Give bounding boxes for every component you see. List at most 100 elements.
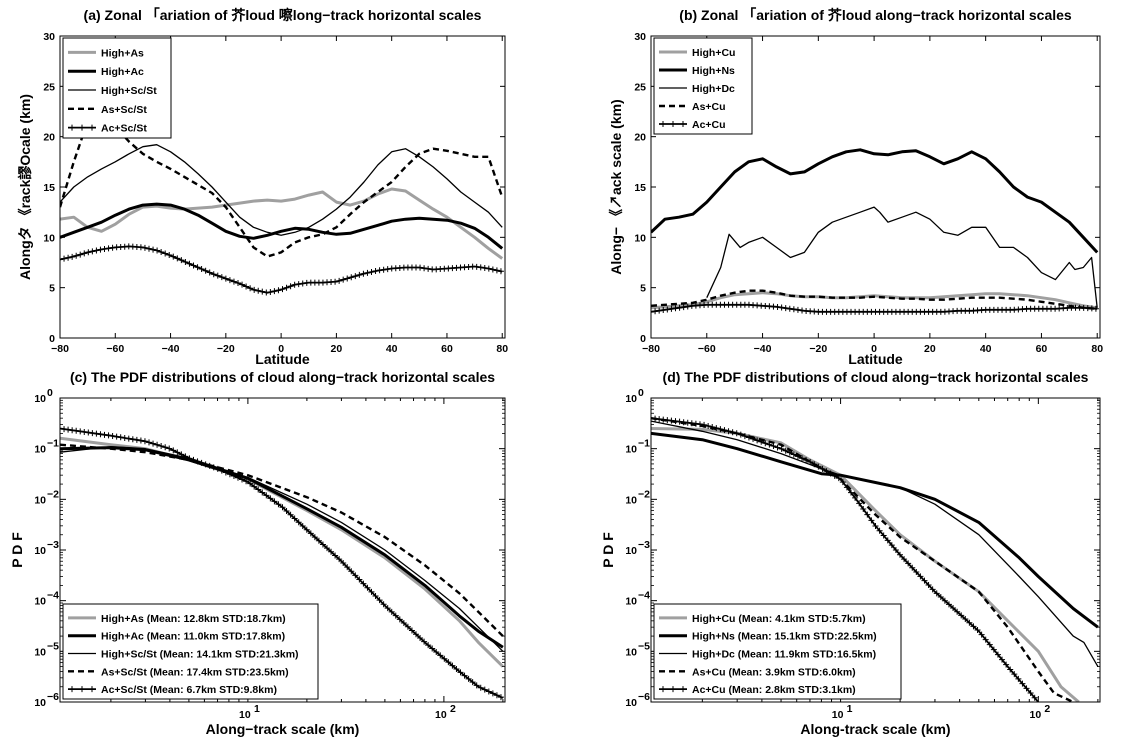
- series-marker: [758, 438, 765, 445]
- series-marker: [101, 245, 108, 252]
- y-tick-label: 10: [634, 232, 646, 244]
- series-marker: [811, 461, 818, 468]
- y-tick-label: 10: [625, 697, 637, 709]
- series-marker: [271, 498, 278, 505]
- series-marker: [129, 436, 136, 443]
- series-marker: [843, 484, 850, 491]
- series-marker: [477, 264, 484, 271]
- series-marker: [364, 584, 371, 591]
- legend-marker: [79, 124, 85, 131]
- series-marker: [307, 530, 314, 537]
- series-marker: [819, 465, 826, 472]
- series-marker: [174, 449, 181, 456]
- series-marker: [709, 424, 716, 431]
- y-tick-label: 10: [34, 646, 46, 658]
- series-marker: [831, 472, 838, 479]
- series-marker: [688, 420, 695, 427]
- series-marker: [299, 280, 306, 287]
- legend-label: High+As (Mean: 12.8km STD:18.7km): [101, 613, 286, 625]
- series-line-3: [60, 443, 504, 637]
- legend-label: High+Ac (Mean: 11.0km STD:17.8km): [101, 631, 285, 643]
- series-marker: [485, 265, 492, 272]
- series-marker: [101, 431, 108, 438]
- series-marker: [1023, 685, 1030, 692]
- series-marker: [672, 305, 679, 312]
- series-marker: [966, 619, 973, 626]
- series-marker: [170, 253, 177, 260]
- series-marker: [332, 552, 339, 559]
- series-marker: [396, 616, 403, 623]
- series-marker: [884, 537, 891, 544]
- series-marker: [283, 508, 290, 515]
- series-marker: [380, 266, 387, 273]
- y-tick-exponent: −3: [638, 539, 650, 551]
- series-marker: [319, 541, 326, 548]
- series-marker: [950, 605, 957, 612]
- series-marker: [360, 580, 367, 587]
- series-marker: [1011, 671, 1018, 678]
- legend-label: High+Ns: [692, 65, 735, 77]
- series-marker: [190, 262, 197, 269]
- series-marker: [705, 422, 712, 429]
- series-marker: [958, 612, 965, 619]
- legend-box: [62, 37, 172, 139]
- legend-label: High+Ac: [101, 66, 144, 78]
- y-axis-label: P D F: [600, 532, 616, 568]
- series-marker: [109, 433, 116, 440]
- series-marker: [210, 271, 217, 278]
- series-marker: [1027, 690, 1034, 697]
- series-marker: [978, 631, 985, 638]
- series-marker: [656, 416, 663, 423]
- series-marker: [85, 429, 92, 436]
- series-marker: [368, 588, 375, 595]
- y-tick-label: 10: [34, 494, 46, 506]
- series-marker: [291, 515, 298, 522]
- legend-marker: [69, 124, 75, 131]
- series-marker: [324, 545, 330, 552]
- legend-label: Ac+Cu: [692, 119, 726, 131]
- series-marker: [89, 248, 96, 255]
- series-marker: [404, 623, 411, 630]
- series-marker: [226, 277, 233, 284]
- series-marker: [186, 455, 193, 462]
- y-tick-exponent: −6: [638, 691, 650, 703]
- series-marker: [933, 590, 940, 597]
- series-marker: [271, 288, 278, 295]
- series-marker: [117, 434, 124, 441]
- y-tick-exponent: −2: [47, 488, 59, 500]
- series-marker: [860, 506, 867, 513]
- series-marker: [222, 275, 229, 282]
- series-marker: [1007, 666, 1014, 673]
- series-marker: [340, 560, 347, 567]
- panel-d-pdf: (d) The PDF distributions of cloud along…: [600, 369, 1101, 737]
- series-marker: [815, 463, 822, 470]
- series-marker: [778, 445, 785, 452]
- series-marker: [247, 480, 254, 487]
- y-tick-label: 10: [625, 596, 637, 608]
- series-marker: [696, 421, 703, 428]
- series-marker: [230, 278, 237, 285]
- y-tick-label: 10: [625, 545, 637, 557]
- series-marker: [794, 453, 801, 460]
- legend-label: High+Dc: [692, 83, 735, 95]
- series-marker: [235, 474, 241, 481]
- x-axis-label: Latitude: [255, 351, 310, 367]
- series-marker: [970, 623, 977, 630]
- panel-b-zonal-variation: (b) Zonal 「ariation of 芥loud along−track…: [608, 7, 1103, 367]
- series-marker: [445, 659, 452, 666]
- x-tick-label: −60: [698, 343, 716, 355]
- series-marker: [994, 651, 1001, 658]
- series-marker: [150, 440, 157, 447]
- y-tick-label: 20: [43, 132, 55, 144]
- series-marker: [1003, 661, 1010, 668]
- legend-label: High+As: [101, 47, 144, 59]
- y-tick-label: 10: [34, 596, 46, 608]
- series-line-1: [651, 148, 1099, 254]
- series-marker: [762, 440, 769, 447]
- series-marker: [497, 268, 504, 275]
- series-marker: [73, 427, 80, 434]
- series-marker: [303, 526, 310, 533]
- series-marker: [676, 418, 683, 425]
- y-tick-label: 15: [634, 182, 646, 194]
- series-marker: [782, 305, 789, 312]
